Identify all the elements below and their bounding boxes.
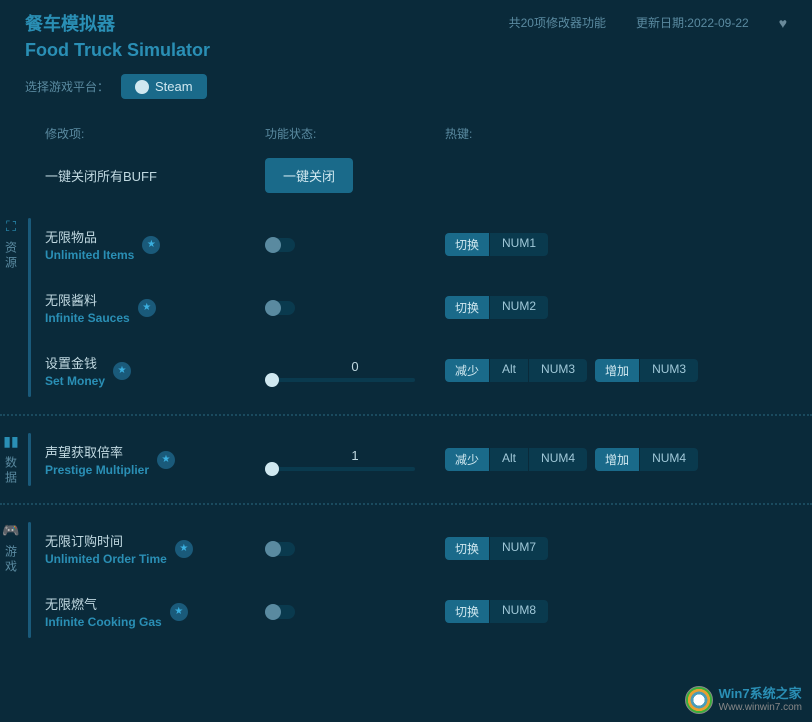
close-all-row: 一键关闭所有BUFF 一键关闭 bbox=[0, 150, 812, 213]
title-block: 餐车模拟器 Food Truck Simulator bbox=[25, 10, 509, 61]
label-en: Unlimited Order Time bbox=[45, 552, 167, 566]
label-cn: 无限订购时间 bbox=[45, 531, 167, 550]
slider-prestige[interactable] bbox=[265, 467, 415, 471]
star-icon[interactable]: ★ bbox=[170, 603, 188, 621]
resources-icon: ⛶ bbox=[6, 218, 16, 235]
label-cn: 无限燃气 bbox=[45, 594, 162, 613]
row-infinite-cooking-gas: 无限燃气 Infinite Cooking Gas ★ 切换 NUM8 bbox=[0, 580, 812, 643]
label-en: Infinite Sauces bbox=[45, 311, 130, 325]
section-tab-game-label: 游戏 bbox=[3, 545, 20, 575]
watermark: Win7系统之家 Www.winwin7.com bbox=[685, 686, 802, 714]
slider-set-money[interactable] bbox=[265, 378, 415, 382]
stats-icon: ▮▮ bbox=[3, 433, 18, 450]
star-icon[interactable]: ★ bbox=[138, 299, 156, 317]
section-tab-stats-label: 数据 bbox=[3, 456, 20, 486]
section-stats: ▮▮ 数据 声望获取倍率 Prestige Multiplier ★ 1 减少 … bbox=[0, 428, 812, 491]
section-tab-game: 🎮 游戏 bbox=[0, 522, 22, 575]
section-game: 🎮 游戏 无限订购时间 Unlimited Order Time ★ 切换 NU… bbox=[0, 517, 812, 643]
hotkey-inc[interactable]: 增加 NUM3 bbox=[595, 359, 698, 382]
mods-count: 共20项修改器功能 bbox=[509, 14, 606, 31]
row-infinite-sauces: 无限酱料 Infinite Sauces ★ 切换 NUM2 bbox=[0, 276, 812, 339]
title-en: Food Truck Simulator bbox=[25, 40, 509, 61]
steam-label: Steam bbox=[155, 79, 193, 94]
toggle-cooking-gas[interactable] bbox=[265, 605, 295, 619]
steam-icon bbox=[135, 80, 149, 94]
section-tab-resources-label: 资源 bbox=[3, 241, 20, 271]
platform-label: 选择游戏平台： bbox=[25, 78, 109, 95]
watermark-logo-icon bbox=[685, 686, 713, 714]
row-unlimited-order-time: 无限订购时间 Unlimited Order Time ★ 切换 NUM7 bbox=[0, 517, 812, 580]
favorite-icon[interactable]: ♥ bbox=[779, 15, 787, 31]
hotkey-toggle[interactable]: 切换 NUM8 bbox=[445, 600, 548, 623]
slider-value: 0 bbox=[265, 359, 445, 374]
section-resources: ⛶ 资源 无限物品 Unlimited Items ★ 切换 NUM1 无限酱料… bbox=[0, 213, 812, 402]
toggle-order-time[interactable] bbox=[265, 542, 295, 556]
col-hotkey: 热键: bbox=[445, 125, 787, 142]
section-bar bbox=[28, 522, 31, 638]
title-cn: 餐车模拟器 bbox=[25, 10, 509, 36]
star-icon[interactable]: ★ bbox=[157, 451, 175, 469]
watermark-brand: Win7系统之家 bbox=[719, 687, 802, 701]
section-bar bbox=[28, 218, 31, 397]
star-icon[interactable]: ★ bbox=[142, 236, 160, 254]
label-cn: 无限物品 bbox=[45, 227, 134, 246]
slider-value: 1 bbox=[265, 448, 445, 463]
star-icon[interactable]: ★ bbox=[175, 540, 193, 558]
hotkey-toggle[interactable]: 切换 NUM2 bbox=[445, 296, 548, 319]
platform-row: 选择游戏平台： Steam bbox=[0, 66, 812, 117]
close-all-label: 一键关闭所有BUFF bbox=[45, 166, 265, 185]
row-unlimited-items: 无限物品 Unlimited Items ★ 切换 NUM1 bbox=[0, 213, 812, 276]
toggle-infinite-sauces[interactable] bbox=[265, 301, 295, 315]
row-set-money: 设置金钱 Set Money ★ 0 减少 Alt NUM3 增加 NUM3 bbox=[0, 339, 812, 402]
col-mod: 修改项: bbox=[45, 125, 265, 142]
header-info: 共20项修改器功能 更新日期:2022-09-22 ♥ bbox=[509, 14, 787, 31]
label-cn: 声望获取倍率 bbox=[45, 442, 149, 461]
label-cn: 无限酱料 bbox=[45, 290, 130, 309]
hotkey-dec[interactable]: 减少 Alt NUM4 bbox=[445, 448, 587, 471]
divider bbox=[0, 414, 812, 416]
header: 餐车模拟器 Food Truck Simulator 共20项修改器功能 更新日… bbox=[0, 0, 812, 66]
close-all-button[interactable]: 一键关闭 bbox=[265, 158, 353, 193]
game-icon: 🎮 bbox=[2, 522, 19, 539]
column-headers: 修改项: 功能状态: 热键: bbox=[0, 117, 812, 150]
row-prestige-multiplier: 声望获取倍率 Prestige Multiplier ★ 1 减少 Alt NU… bbox=[0, 428, 812, 491]
steam-button[interactable]: Steam bbox=[121, 74, 207, 99]
toggle-unlimited-items[interactable] bbox=[265, 238, 295, 252]
label-cn: 设置金钱 bbox=[45, 353, 105, 372]
watermark-url: Www.winwin7.com bbox=[719, 702, 802, 713]
label-en: Set Money bbox=[45, 374, 105, 388]
hotkey-toggle[interactable]: 切换 NUM7 bbox=[445, 537, 548, 560]
label-en: Unlimited Items bbox=[45, 248, 134, 262]
hotkey-dec[interactable]: 减少 Alt NUM3 bbox=[445, 359, 587, 382]
hotkey-inc[interactable]: 增加 NUM4 bbox=[595, 448, 698, 471]
section-tab-stats: ▮▮ 数据 bbox=[0, 433, 22, 486]
label-en: Prestige Multiplier bbox=[45, 463, 149, 477]
hotkey-toggle[interactable]: 切换 NUM1 bbox=[445, 233, 548, 256]
col-state: 功能状态: bbox=[265, 125, 445, 142]
section-tab-resources: ⛶ 资源 bbox=[0, 218, 22, 271]
label-en: Infinite Cooking Gas bbox=[45, 615, 162, 629]
star-icon[interactable]: ★ bbox=[113, 362, 131, 380]
update-date: 更新日期:2022-09-22 bbox=[636, 14, 749, 31]
section-bar bbox=[28, 433, 31, 486]
divider bbox=[0, 503, 812, 505]
